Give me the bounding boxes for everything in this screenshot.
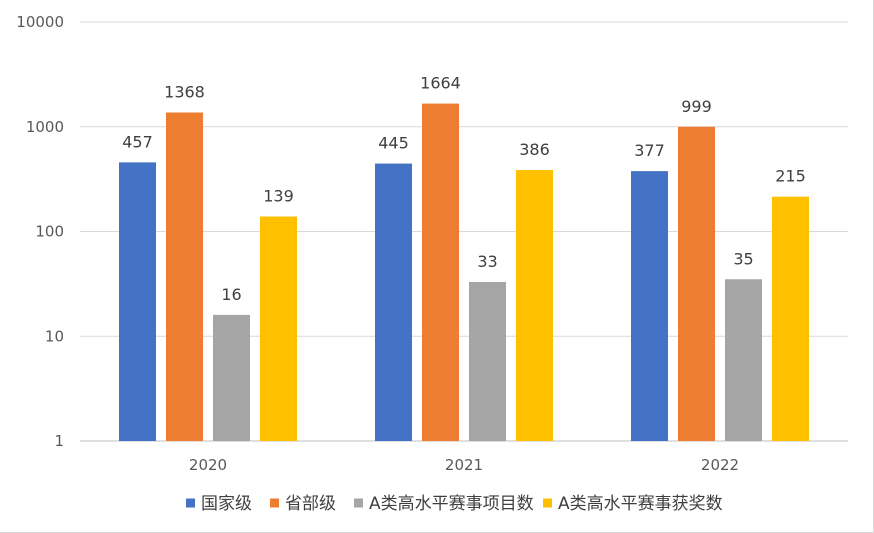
bar (422, 103, 459, 441)
x-tick-label: 2020 (189, 456, 227, 474)
legend-label: 省部级 (285, 494, 336, 514)
data-label: 16 (221, 285, 241, 304)
data-label: 1368 (164, 82, 205, 101)
legend-swatch (543, 498, 552, 508)
y-tick-label: 10 (45, 327, 64, 345)
x-tick-label: 2021 (445, 456, 483, 474)
bar (772, 196, 809, 441)
y-tick-label: 10000 (16, 13, 64, 31)
legend-label: A类高水平赛事获奖数 (558, 493, 723, 514)
legend-label: 国家级 (201, 494, 252, 514)
bar (166, 112, 203, 441)
data-label: 1664 (420, 74, 461, 93)
bar (469, 281, 506, 441)
data-label: 33 (477, 252, 497, 271)
data-label: 386 (519, 140, 550, 159)
data-label: 377 (634, 141, 665, 160)
data-label: 35 (733, 249, 753, 268)
y-tick-label: 100 (35, 223, 64, 241)
bar (678, 126, 715, 441)
y-tick-label: 1000 (26, 118, 64, 136)
legend-label: A类高水平赛事项目数 (369, 493, 534, 514)
data-label: 999 (681, 97, 712, 116)
legend-swatch (186, 498, 195, 508)
legend-swatch (354, 498, 363, 508)
data-label: 445 (378, 134, 409, 153)
bar (213, 314, 250, 441)
data-label: 215 (775, 167, 806, 186)
data-label: 139 (263, 187, 294, 206)
legend-swatch (270, 498, 279, 508)
x-tick-label: 2022 (701, 456, 739, 474)
bar (260, 216, 297, 441)
bar (516, 170, 553, 441)
bar (119, 162, 156, 441)
bar (375, 163, 412, 441)
bar (725, 279, 762, 441)
bar (631, 171, 668, 442)
y-tick-label: 1 (54, 432, 64, 450)
data-label: 457 (122, 132, 153, 151)
